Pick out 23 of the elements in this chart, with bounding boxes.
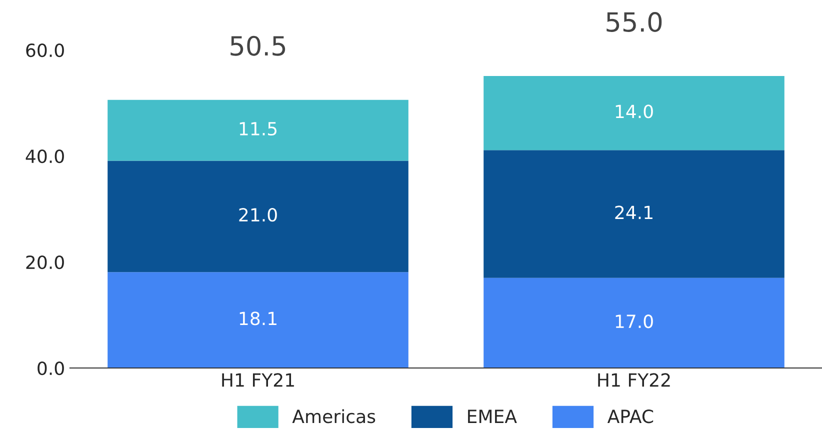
total-label: 55.0 [606,12,662,32]
data-label: 18.1 [240,312,276,326]
data-label: 14.0 [616,104,653,118]
legend-label: Americas [292,409,376,424]
y-tick-label: 60.0 [26,43,64,58]
x-tick-label: H1 FY21 [222,373,294,387]
data-label: 11.5 [240,122,277,136]
data-label: 24.1 [615,206,652,220]
bar [108,272,408,368]
legend-label: EMEA [468,410,517,423]
data-label: 21.0 [239,208,277,222]
y-tick-label: 0.0 [38,361,64,376]
data-label: 17.0 [616,314,653,328]
bar [484,76,784,150]
legend-label: APAC [607,410,654,424]
x-tick-label: H1 FY22 [598,373,670,387]
bar [108,100,408,161]
bar [484,278,784,368]
y-tick-label: 40.0 [26,149,64,164]
bar [484,150,784,278]
y-tick-label: 20.0 [26,255,64,270]
bar [108,160,408,272]
total-label: 50.5 [230,36,286,56]
